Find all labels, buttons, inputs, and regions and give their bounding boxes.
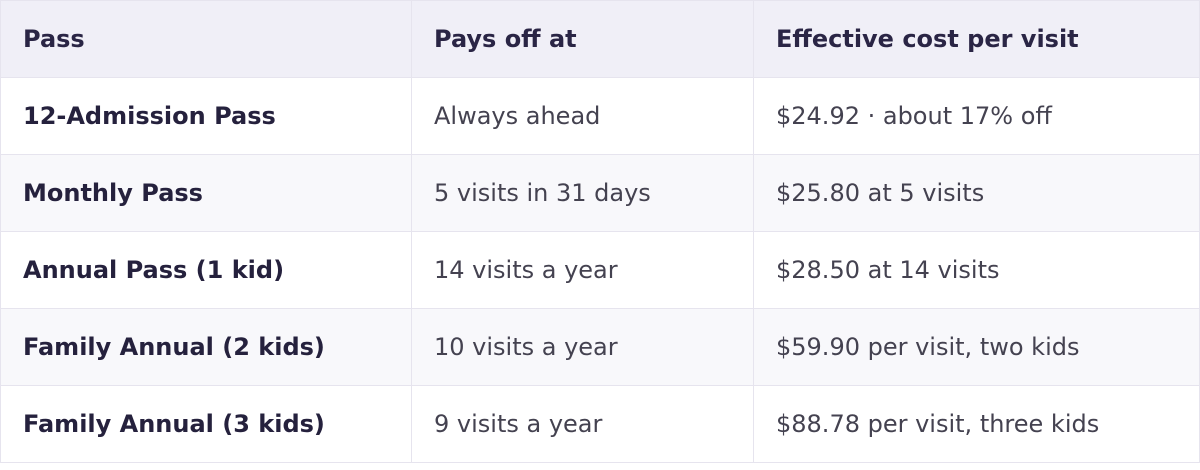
header-cell: Effective cost per visit <box>753 0 1200 78</box>
table-cell: 12-Admission Pass <box>0 77 412 155</box>
table-cell: $59.90 per visit, two kids <box>753 308 1200 386</box>
table-cell: Monthly Pass <box>0 154 412 232</box>
table-row: Family Annual (2 kids) 10 visits a year $5… <box>0 308 1200 386</box>
table-cell: Annual Pass (1 kid) <box>0 231 412 309</box>
table-cell: Family Annual (2 kids) <box>0 308 412 386</box>
header-row: Pass Pays off at Effective cost per visit <box>0 0 1200 78</box>
table-cell: 10 visits a year <box>411 308 754 386</box>
table-cell: Family Annual (3 kids) <box>0 385 412 463</box>
header-cell: Pass <box>0 0 412 78</box>
table-cell: $25.80 at 5 visits <box>753 154 1200 232</box>
table-cell: 9 visits a year <box>411 385 754 463</box>
table-cell: Always ahead <box>411 77 754 155</box>
header-cell: Pays off at <box>411 0 754 78</box>
table-cell: $88.78 per visit, three kids <box>753 385 1200 463</box>
table-cell: 5 visits in 31 days <box>411 154 754 232</box>
table-body: 12-Admission Pass Always ahead $24.92 · ab… <box>0 77 1200 463</box>
table-cell: $24.92 · about 17% off <box>753 77 1200 155</box>
table-row: Annual Pass (1 kid) 14 visits a year $28.5… <box>0 231 1200 309</box>
table-row: Family Annual (3 kids) 9 visits a year $88… <box>0 385 1200 463</box>
table-row: 12-Admission Pass Always ahead $24.92 · ab… <box>0 77 1200 155</box>
table-cell: 14 visits a year <box>411 231 754 309</box>
table-row: Monthly Pass 5 visits in 31 days $25.80 at… <box>0 154 1200 232</box>
table-cell: $28.50 at 14 visits <box>753 231 1200 309</box>
